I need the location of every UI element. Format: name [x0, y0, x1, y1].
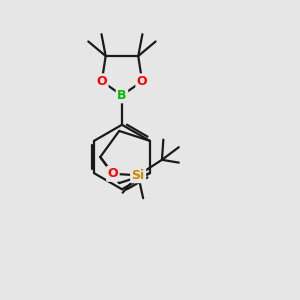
Text: Si: Si [132, 169, 145, 182]
Text: B: B [117, 89, 127, 102]
Text: O: O [137, 75, 148, 88]
Text: O: O [108, 167, 118, 180]
Text: O: O [97, 75, 107, 88]
